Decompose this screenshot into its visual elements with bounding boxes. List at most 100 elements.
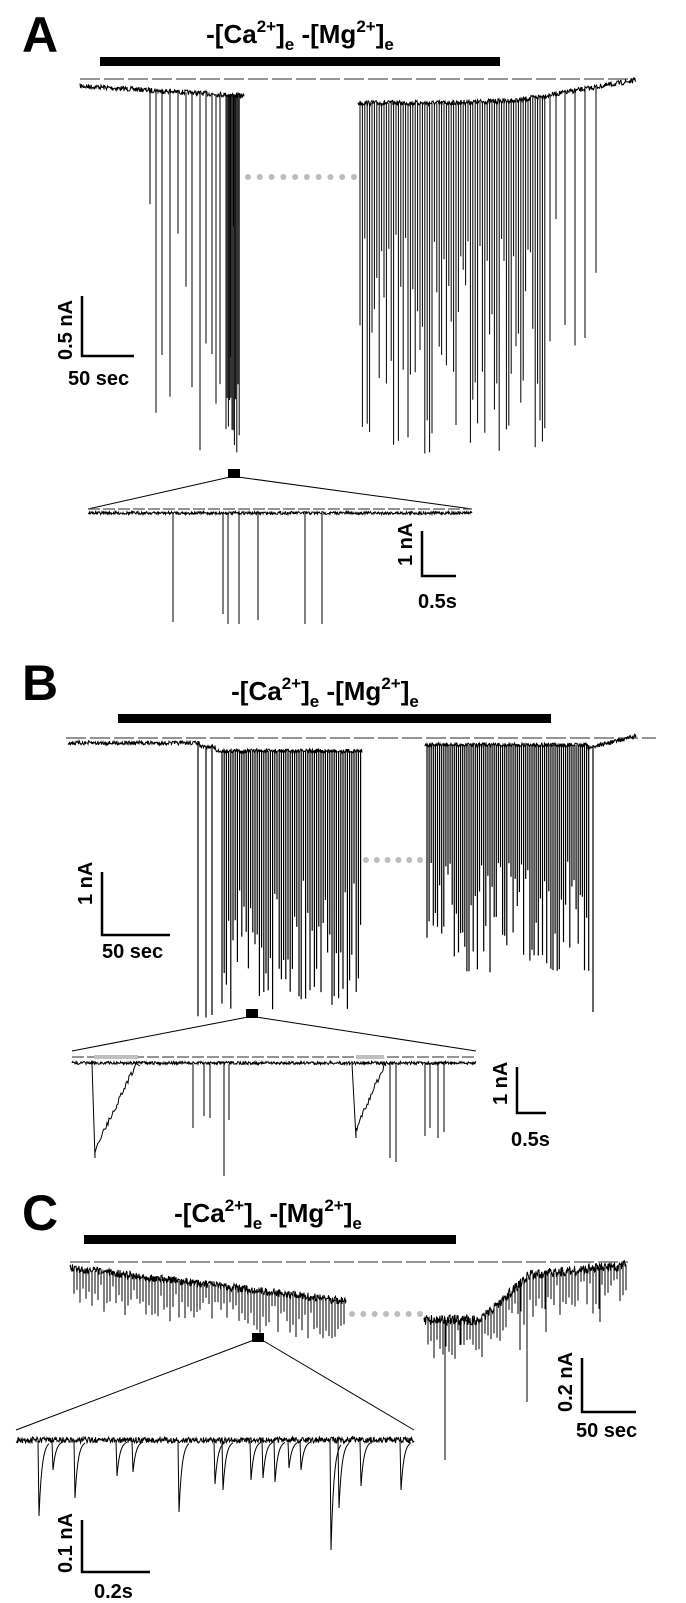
trace-b-inset-baseline [71,1059,477,1067]
scale-x-a-main: 50 sec [68,368,129,390]
scale-x-c-main: 50 sec [576,1420,637,1442]
trace-c-main [69,1260,627,1460]
trace-b-baseline-right [424,732,637,751]
trace-c-inset-event [177,1440,190,1513]
panel-label-c: C [22,1185,58,1241]
trace-c-inset-event [337,1440,350,1509]
scale-y-c-inset: 0.1 nA [55,1513,77,1573]
gap-dot [349,1311,355,1317]
condition-bar-a [100,57,500,66]
trace-c-inset [15,1435,415,1551]
gap-dot [315,174,322,180]
trace-a-inset [87,509,473,624]
trace-c-inset-event [213,1440,226,1485]
gap-dot [327,174,334,180]
scale-x-c-inset: 0.2s [94,1581,133,1603]
condition-label-b: -[Ca2+]e -[Mg2+]e [231,674,419,711]
trace-a-main [79,76,637,454]
panel-a: A -[Ca2+]e -[Mg2+]e 0.5 nA 50 sec 1 nA 0… [22,7,637,624]
trace-c-baseline-right [423,1260,627,1327]
scale-bar-b-main [100,872,170,937]
panel-c: C -[Ca2+]e -[Mg2+]e 0.2 nA 50 sec 0.1 nA… [15,1185,637,1603]
zoom-line-right-b [255,1016,477,1052]
trace-c-inset-event [131,1440,144,1473]
trace-b-inset-spikes [192,1064,445,1176]
panel-b: B -[Ca2+]e -[Mg2+]e 1 nA 50 sec 1 nA 0.5… [22,655,656,1176]
scale-y-b-inset: 1 nA [490,1062,512,1105]
scale-x-b-main: 50 sec [102,941,163,963]
trace-c-inset-event [115,1440,128,1477]
zoom-marker-a [228,469,240,478]
zoom-marker-c [252,1333,264,1342]
trace-c-spikes-right [427,1265,627,1460]
gap-dot [360,1311,367,1317]
scale-y-a-main: 0.5 nA [55,300,77,360]
gap-dot [406,857,413,863]
zoom-line-left-b [71,1016,249,1052]
gap-dot [339,174,346,180]
gap-dot [373,857,380,863]
scale-bar-c-main [580,1358,636,1414]
gap-dot [268,174,275,180]
scale-x-b-inset: 0.5s [511,1129,550,1151]
zoom-line-right-c [261,1339,415,1431]
trace-b-baseline-left [67,739,363,755]
trace-c-inset-event [329,1440,342,1551]
gap-dot [280,174,287,180]
gap-dot [245,174,251,180]
trace-a-baseline-left [79,83,245,100]
condition-bar-c [84,1235,456,1244]
gap-dots-c [349,1311,423,1317]
gap-dot [363,857,369,863]
gap-dots-a [245,174,357,180]
trace-b-inset [71,1059,477,1176]
trace-c-inset-event [273,1440,286,1483]
gap-dot [417,1311,423,1317]
trace-c-inset-event [359,1440,372,1487]
trace-b-inset-burst-2 [351,1062,387,1139]
gap-dot [351,174,357,180]
trace-c-inset-event [37,1440,50,1517]
zoom-line-left-c [15,1339,255,1431]
gap-dot [383,1311,389,1317]
trace-a-inset-baseline [87,509,473,517]
trace-c-spikes-left [73,1268,345,1339]
trace-c-inset-event [261,1440,274,1479]
zoom-line-right-a [237,476,473,510]
trace-b-main [67,732,637,1018]
trace-c-inset-event [249,1440,262,1481]
gap-dot [292,174,299,180]
gap-dot [395,857,402,863]
scale-bar-b-inset [515,1067,546,1115]
zoom-line-left-a [87,476,231,510]
gap-dots-b [363,857,423,863]
trace-b-inset-burst-1 [91,1062,141,1159]
trace-b-spikes-right [426,745,594,1012]
trace-c-inset-event [51,1440,64,1471]
trace-a-inset-spikes [172,513,323,624]
condition-label-c: -[Ca2+]e -[Mg2+]e [174,1196,362,1233]
gap-dot [303,174,310,180]
scale-bar-c-inset [80,1520,150,1574]
gap-dot [394,1311,401,1317]
scale-bar-a-main [80,296,134,358]
trace-c-inset-event [73,1440,86,1499]
condition-bar-b [118,714,551,723]
scale-y-c-main: 0.2 nA [555,1352,577,1412]
gray-bar-b-1 [94,1055,138,1059]
trace-b-spikes-left [197,743,362,1018]
scale-x-a-inset: 0.5s [418,591,457,613]
gap-dot [371,1311,378,1317]
zoom-marker-b [246,1009,258,1018]
panel-label-a: A [22,7,58,63]
gray-bar-b-2 [356,1055,384,1059]
scale-y-b-main: 1 nA [75,862,97,905]
gap-dot [417,857,423,863]
trace-c-inset-event [299,1440,312,1471]
trace-a-spikes-left [149,90,240,453]
trace-c-inset-event [287,1440,300,1469]
scale-bar-a-inset [420,531,456,578]
trace-c-inset-event [221,1440,234,1491]
gap-dot [384,857,391,863]
